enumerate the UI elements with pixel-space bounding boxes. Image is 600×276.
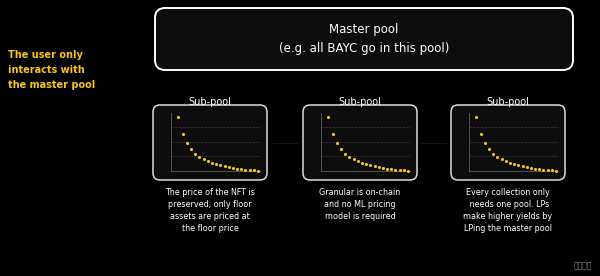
Point bbox=[353, 159, 362, 163]
FancyBboxPatch shape bbox=[451, 105, 565, 180]
Point bbox=[186, 147, 196, 152]
Text: Granular is on-chain
and no ML pricing
model is required: Granular is on-chain and no ML pricing m… bbox=[319, 188, 401, 221]
Point bbox=[211, 162, 221, 166]
Point bbox=[361, 162, 371, 166]
Point bbox=[539, 167, 548, 172]
Point bbox=[374, 165, 383, 169]
Point bbox=[543, 168, 553, 172]
Point bbox=[509, 162, 519, 166]
Point bbox=[215, 163, 225, 168]
Point bbox=[505, 161, 515, 165]
Point bbox=[403, 169, 413, 173]
Point bbox=[190, 151, 200, 156]
Point bbox=[357, 161, 367, 165]
Point bbox=[535, 167, 544, 171]
Text: Sub-pool: Sub-pool bbox=[188, 97, 232, 107]
Point bbox=[386, 167, 396, 171]
Point bbox=[530, 166, 540, 171]
Point bbox=[493, 155, 502, 159]
Text: .............: ............. bbox=[421, 140, 447, 145]
Point bbox=[480, 141, 490, 145]
Point bbox=[365, 163, 375, 168]
Point bbox=[220, 164, 229, 169]
Point bbox=[173, 115, 183, 120]
FancyBboxPatch shape bbox=[155, 8, 573, 70]
Point bbox=[488, 151, 498, 156]
Text: Master pool
(e.g. all BAYC go in this pool): Master pool (e.g. all BAYC go in this po… bbox=[279, 23, 449, 55]
Text: The user only
interacts with
the master pool: The user only interacts with the master … bbox=[8, 50, 95, 90]
Point bbox=[199, 157, 208, 161]
Text: 金色财经: 金色财经 bbox=[574, 261, 592, 270]
Point bbox=[232, 166, 242, 171]
Point bbox=[253, 169, 263, 173]
Point bbox=[182, 141, 191, 145]
Point bbox=[178, 131, 187, 136]
Text: .............: ............. bbox=[272, 140, 298, 145]
Point bbox=[501, 159, 511, 163]
Point bbox=[194, 155, 204, 159]
Point bbox=[522, 165, 532, 169]
Point bbox=[328, 131, 337, 136]
Point bbox=[241, 167, 250, 172]
Point bbox=[399, 168, 409, 173]
Point bbox=[518, 164, 527, 169]
Point bbox=[472, 115, 481, 120]
Point bbox=[245, 168, 254, 172]
Point bbox=[382, 166, 392, 171]
Point bbox=[228, 166, 238, 170]
Point bbox=[395, 168, 404, 172]
Point bbox=[224, 165, 233, 169]
Point bbox=[249, 168, 259, 173]
FancyBboxPatch shape bbox=[303, 105, 417, 180]
Point bbox=[551, 169, 561, 173]
FancyBboxPatch shape bbox=[153, 105, 267, 180]
Point bbox=[370, 164, 379, 169]
Point bbox=[547, 168, 557, 173]
Point bbox=[336, 147, 346, 152]
Point bbox=[340, 151, 350, 156]
Point bbox=[203, 159, 212, 163]
Point bbox=[378, 166, 388, 170]
Point bbox=[497, 157, 506, 161]
Point bbox=[391, 167, 400, 172]
Point bbox=[514, 163, 523, 168]
Point bbox=[476, 131, 485, 136]
Text: Sub-pool: Sub-pool bbox=[338, 97, 382, 107]
Point bbox=[332, 141, 341, 145]
Point bbox=[349, 157, 358, 161]
Point bbox=[484, 147, 494, 152]
Point bbox=[526, 166, 536, 170]
Point bbox=[344, 155, 354, 159]
Text: Every collection only
 needs one pool. LPs
make higher yields by
LPing the maste: Every collection only needs one pool. LP… bbox=[463, 188, 553, 233]
Text: Sub-pool: Sub-pool bbox=[487, 97, 529, 107]
Text: The price of the NFT is
preserved, only floor
assets are priced at
the floor pri: The price of the NFT is preserved, only … bbox=[165, 188, 255, 233]
Point bbox=[323, 115, 333, 120]
Point bbox=[236, 167, 246, 171]
Point bbox=[207, 161, 217, 165]
